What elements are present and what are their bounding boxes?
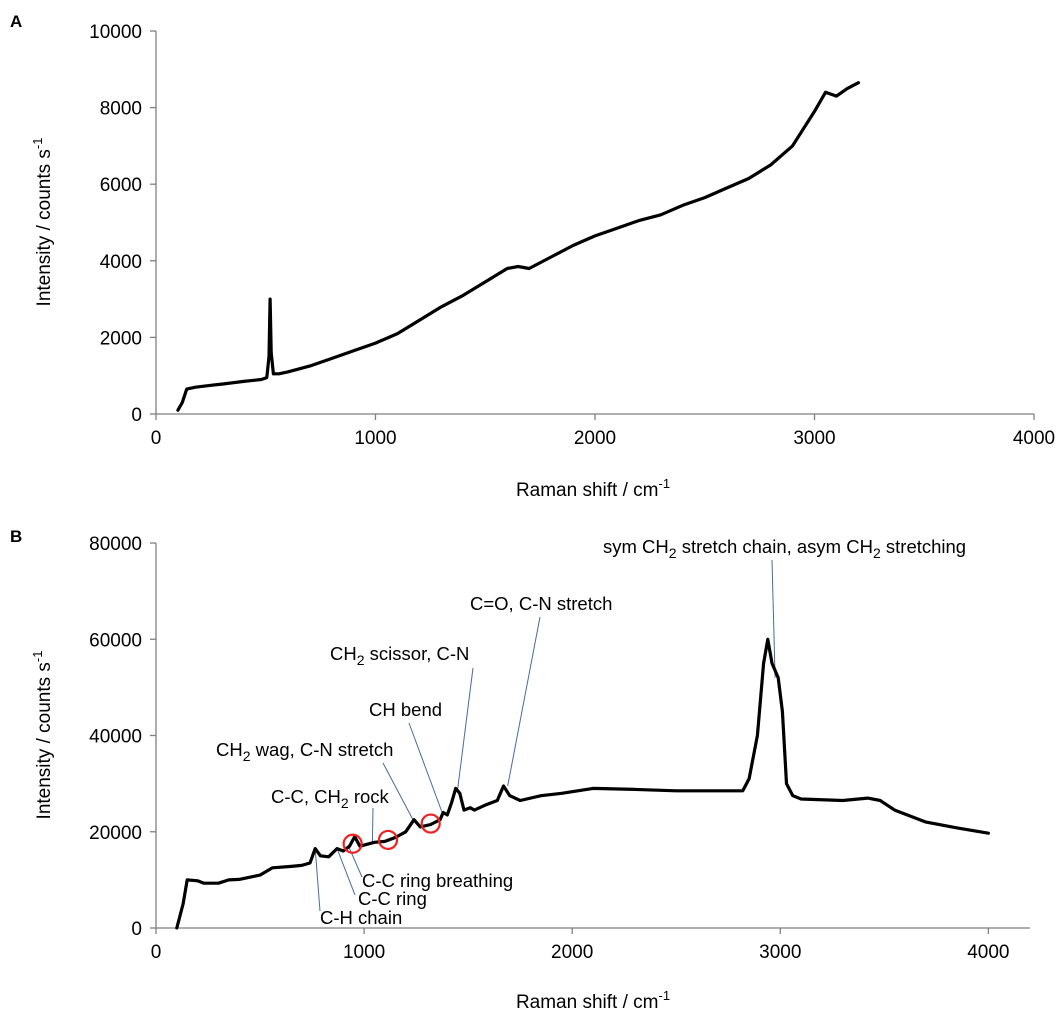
annotation-leader-line bbox=[314, 848, 321, 912]
panel-b-x-tick-label: 2000 bbox=[551, 942, 593, 963]
panel-b-annotations: sym CH2 stretch chain, asym CH2 stretchi… bbox=[216, 536, 966, 928]
panel-b-annotation-leaders bbox=[314, 559, 776, 912]
panel-a-y-axis-label: Intensity / counts s-1 bbox=[30, 138, 55, 307]
highlight-circle bbox=[342, 833, 363, 854]
annotation-label: CH bend bbox=[369, 699, 442, 720]
annotation-leader-line bbox=[348, 845, 363, 878]
annotation-label: C-H chain bbox=[320, 907, 402, 928]
panel-b-x-axis-label: Raman shift / cm-1 bbox=[516, 988, 670, 1013]
panel-a-y-tick-label: 6000 bbox=[100, 175, 142, 196]
panel-b-y-tick-label: 40000 bbox=[89, 727, 142, 748]
annotation-leader-line bbox=[507, 616, 541, 787]
annotation-label: C-C ring bbox=[358, 888, 427, 909]
annotation-label: C-C, CH2 rock bbox=[271, 786, 390, 811]
panel-a-x-tick-label: 2000 bbox=[574, 428, 616, 449]
panel-b-spectrum-line bbox=[175, 637, 990, 930]
panel-a-axes bbox=[155, 31, 1034, 415]
panel-a: A 0 1000 2000 3000 4000 0 2000 4000 6000 8000 1000… bbox=[10, 12, 1055, 501]
annotation-label: CH2 wag, C-N stretch bbox=[216, 739, 393, 764]
annotation-label: sym CH2 stretch chain, asym CH2 stretchi… bbox=[603, 536, 966, 561]
panel-b-x-tick-label: 1000 bbox=[343, 942, 385, 963]
panel-a-y-tick-label: 8000 bbox=[100, 99, 142, 120]
panel-a-x-tick-label: 1000 bbox=[354, 428, 396, 449]
panel-b-y-tick-label: 80000 bbox=[89, 534, 142, 555]
panel-b-y-axis-label: Intensity / counts s-1 bbox=[30, 651, 55, 820]
panel-b-y-tick-label: 20000 bbox=[89, 823, 142, 844]
panel-b-y-tick-label: 0 bbox=[131, 919, 142, 940]
highlight-circle bbox=[377, 829, 399, 851]
annotation-leader-line bbox=[457, 667, 474, 789]
panel-b-x-tick-label: 4000 bbox=[967, 942, 1009, 963]
annotation-leader-line bbox=[408, 722, 443, 813]
highlight-circle bbox=[420, 813, 441, 834]
annotation-leader-line bbox=[771, 559, 776, 678]
panel-b-highlight-circles bbox=[342, 813, 441, 854]
panel-a-x-axis-label: Raman shift / cm-1 bbox=[516, 476, 670, 501]
panel-b-y-tick-label: 60000 bbox=[89, 630, 142, 651]
panel-a-ticks: 0 1000 2000 3000 4000 0 2000 4000 6000 8000 10000 bbox=[89, 22, 1055, 449]
annotation-leader-line bbox=[336, 848, 356, 896]
panel-b-x-tick-label: 3000 bbox=[759, 942, 801, 963]
annotation-leader-line bbox=[382, 762, 414, 820]
panel-a-y-tick-label: 2000 bbox=[100, 328, 142, 349]
panel-a-letter: A bbox=[10, 12, 22, 31]
panel-b-letter: B bbox=[10, 527, 22, 546]
annotation-label: C=O, C-N stretch bbox=[470, 593, 612, 614]
annotation-label: CH2 scissor, C-N bbox=[330, 643, 469, 668]
panel-b-x-tick-label: 0 bbox=[151, 942, 162, 963]
panel-a-y-tick-label: 0 bbox=[131, 405, 142, 426]
annotation-leader-line bbox=[371, 807, 374, 842]
panel-a-x-tick-label: 4000 bbox=[1013, 428, 1055, 449]
panel-a-x-tick-label: 0 bbox=[151, 428, 162, 449]
panel-b: B 0 1000 2000 3000 4000020000400006000080000… bbox=[10, 527, 1030, 1013]
annotation-label: C-C ring breathing bbox=[362, 870, 513, 891]
panel-a-y-tick-label: 4000 bbox=[100, 252, 142, 273]
panel-a-x-tick-label: 3000 bbox=[793, 428, 835, 449]
panel-a-spectrum-line bbox=[176, 81, 860, 412]
panel-a-y-tick-label: 10000 bbox=[89, 22, 142, 43]
